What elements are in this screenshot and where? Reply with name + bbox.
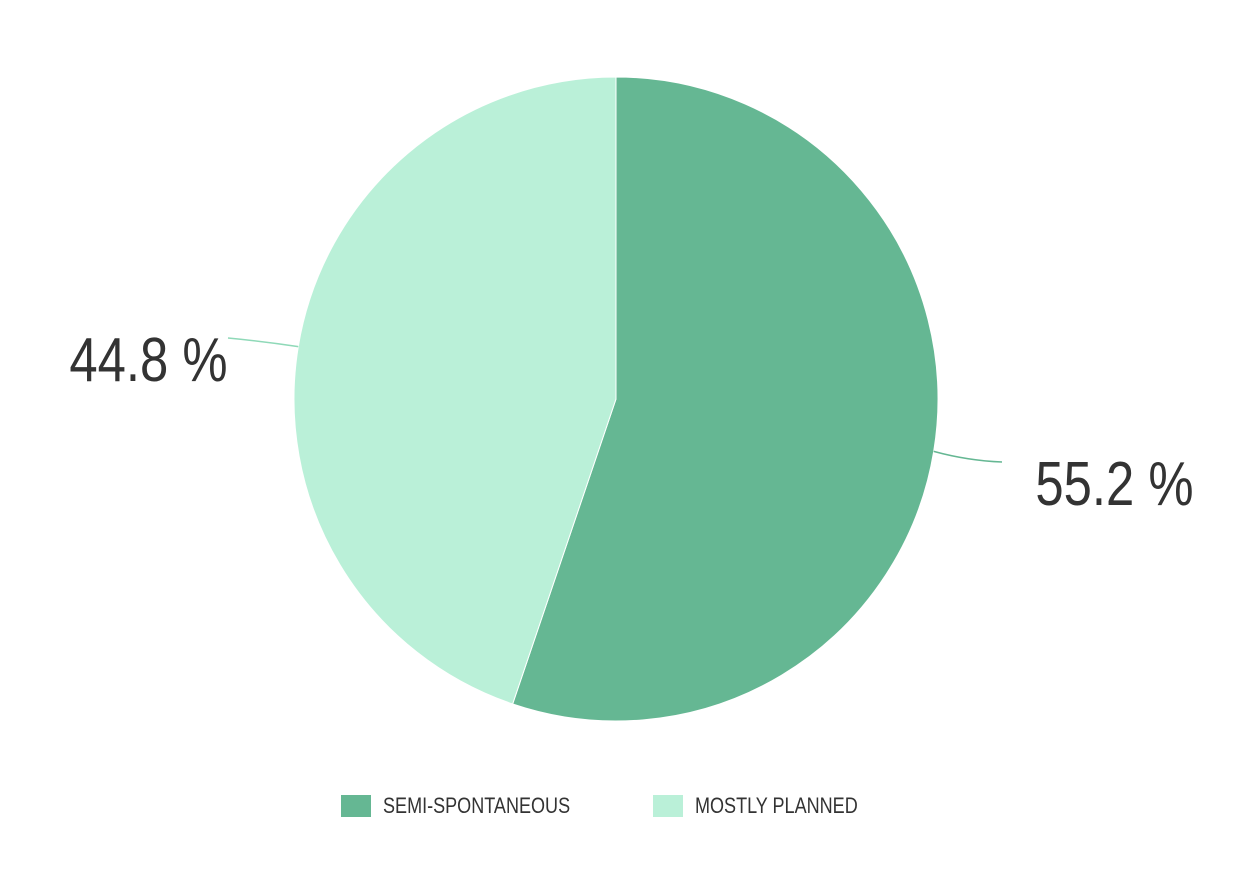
legend-swatch-semi-spontaneous bbox=[340, 795, 371, 817]
data-label-mostly-planned: 44.8 % bbox=[69, 326, 227, 395]
leader-line-semi-spontaneous bbox=[933, 450, 1003, 463]
legend-label-mostly-planned: MOSTLY PLANNED bbox=[694, 793, 858, 818]
legend-label-semi-spontaneous: SEMI-SPONTANEOUS bbox=[382, 793, 570, 818]
data-label-semi-spontaneous: 55.2 % bbox=[1035, 450, 1193, 519]
legend-swatch-mostly-planned bbox=[652, 795, 683, 817]
legend: SEMI-SPONTANEOUS MOSTLY PLANNED bbox=[0, 793, 1234, 819]
legend-item-semi-spontaneous: SEMI-SPONTANEOUS bbox=[340, 793, 611, 819]
pie-slice-semi-spontaneous bbox=[512, 76, 939, 722]
legend-item-mostly-planned: MOSTLY PLANNED bbox=[652, 793, 893, 819]
leader-line-mostly-planned bbox=[227, 337, 299, 348]
pie-slice-mostly-planned bbox=[293, 76, 617, 705]
